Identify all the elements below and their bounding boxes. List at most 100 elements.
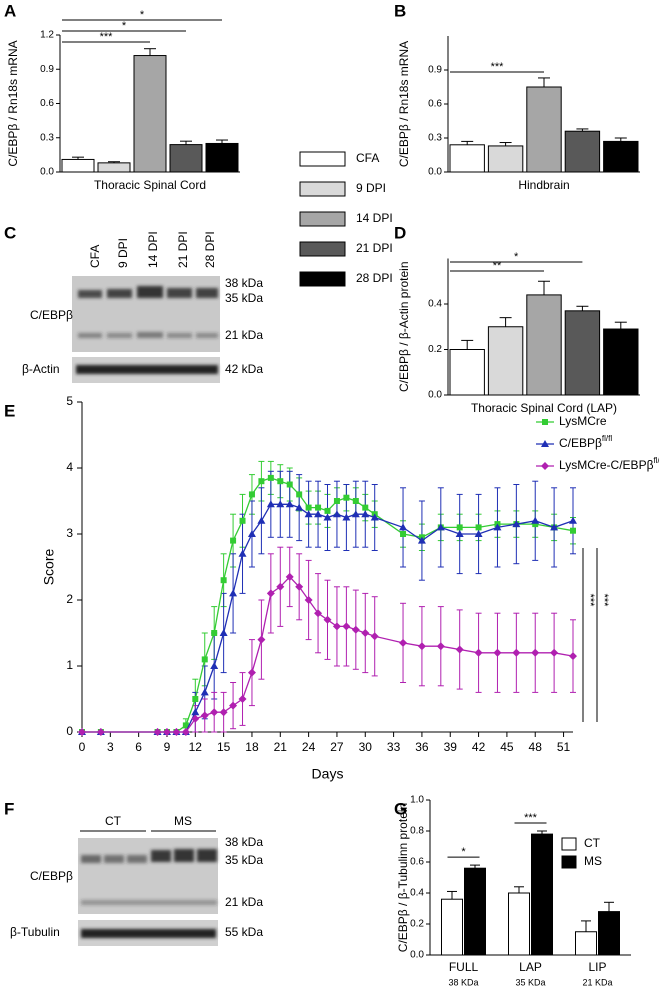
marker <box>219 629 228 636</box>
legend-label: CT <box>584 836 601 850</box>
marker <box>351 625 360 634</box>
marker <box>323 615 332 624</box>
significance-label: *** <box>491 61 505 73</box>
y-tick-label: 0.2 <box>428 344 442 355</box>
panel-label: E <box>4 401 15 420</box>
x-tick-sublabel: 38 KDa <box>448 977 478 987</box>
x-tick-label: 45 <box>500 740 514 754</box>
y-axis-label: C/EBPβ / β-Tubulinn protein <box>396 803 410 952</box>
marker <box>219 708 228 717</box>
marker <box>570 527 576 534</box>
marker <box>248 491 255 498</box>
y-tick-label: 1 <box>66 658 73 672</box>
marker <box>182 722 189 729</box>
x-tick-label: 3 <box>107 740 114 754</box>
marker <box>456 524 463 531</box>
significance-label: *** <box>100 31 114 43</box>
legend-swatch <box>299 151 346 167</box>
marker <box>532 521 539 528</box>
legend-superscript: fl/fl <box>653 456 659 465</box>
y-tick-label: 0.4 <box>410 888 424 899</box>
significance-label: *** <box>524 812 538 824</box>
blot-f: CT MS C/EBPβ β-Tubulin 38 kDa 35 kDa 21 … <box>10 814 263 946</box>
marker <box>295 582 304 591</box>
row-label: C/EBPβ <box>30 308 73 322</box>
bar <box>526 294 562 396</box>
legend-label: 14 DPI <box>356 211 393 225</box>
y-axis-label: C/EBPβ / β-Actin protein <box>397 261 411 392</box>
marker-label: 35 kDa <box>225 853 263 867</box>
legend-swatch <box>299 271 346 287</box>
marker <box>343 494 350 501</box>
legend-swatch <box>561 837 577 851</box>
marker <box>333 498 340 504</box>
marker <box>238 549 247 557</box>
y-tick-label: 0.0 <box>428 167 442 178</box>
marker <box>399 638 408 647</box>
x-tick-label: FULL <box>449 960 479 974</box>
legend-swatch <box>561 855 577 869</box>
marker <box>315 504 322 511</box>
marker <box>96 728 105 736</box>
marker <box>351 510 360 518</box>
bar <box>61 158 95 173</box>
marker <box>399 523 408 531</box>
bar <box>487 326 524 396</box>
x-axis-label: Thoracic Spinal Cord <box>94 178 206 192</box>
x-tick-label: 42 <box>472 740 486 754</box>
y-tick-label: 1.2 <box>40 30 54 41</box>
lane-label: 9 DPI <box>116 238 130 268</box>
y-axis-label: Score <box>41 549 57 586</box>
marker <box>455 645 464 654</box>
legend-label: 21 DPI <box>356 241 393 255</box>
bar <box>169 144 203 173</box>
marker <box>266 589 275 598</box>
marker <box>342 622 351 631</box>
marker <box>200 688 209 696</box>
marker <box>512 520 521 528</box>
marker <box>361 510 370 518</box>
marker-label: 21 kDa <box>225 895 263 909</box>
legend-label: C/EBPβfl/fl <box>559 434 612 450</box>
legend-label: LysMCre-C/EBPβfl/fl <box>559 456 659 472</box>
marker <box>569 516 577 524</box>
marker <box>229 701 238 710</box>
marker <box>323 513 332 521</box>
series-line <box>82 477 574 733</box>
x-tick-label: LIP <box>588 960 606 974</box>
x-tick-label: 15 <box>217 740 231 754</box>
y-tick-label: 0.9 <box>40 64 54 75</box>
marker <box>257 635 266 644</box>
marker <box>352 498 359 504</box>
y-tick-label: 0.6 <box>40 98 54 109</box>
marker-label: 38 kDa <box>225 835 263 849</box>
marker <box>192 696 199 702</box>
marker <box>295 503 304 511</box>
blot-c: CFA 9 DPI 14 DPI 21 DPI 28 DPI C/EBPβ β-… <box>22 231 263 383</box>
marker <box>550 648 559 657</box>
y-tick-label: 0.6 <box>410 857 424 868</box>
y-tick-label: 0.3 <box>40 132 54 143</box>
marker <box>550 523 559 531</box>
marker <box>200 711 209 720</box>
marker <box>475 524 482 531</box>
marker <box>455 530 464 537</box>
legend-label: 28 DPI <box>356 271 393 285</box>
y-tick-label: 0.2 <box>410 919 424 930</box>
marker <box>258 478 265 485</box>
marker <box>542 419 548 425</box>
marker-label: 42 kDa <box>225 362 263 376</box>
marker <box>474 530 483 537</box>
x-tick-label: LAP <box>519 960 542 974</box>
panel-label: G <box>394 799 407 818</box>
marker <box>541 462 549 470</box>
lane-label: 21 DPI <box>176 231 190 268</box>
marker <box>512 648 521 657</box>
marker <box>417 536 426 544</box>
marker <box>191 714 200 723</box>
x-tick-label: 9 <box>164 740 171 754</box>
lane-label: CFA <box>88 245 102 268</box>
y-tick-label: 0.9 <box>428 65 442 76</box>
x-axis-label: Hindbrain <box>518 178 569 192</box>
